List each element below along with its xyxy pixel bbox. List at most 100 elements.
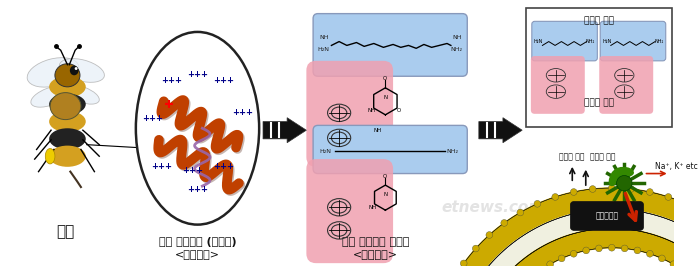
Text: H₂N: H₂N [318,47,330,52]
Ellipse shape [49,76,85,98]
Text: 친수성 부분: 친수성 부분 [584,16,615,25]
Ellipse shape [55,64,80,87]
Circle shape [608,185,615,191]
Text: 소수성 부분: 소수성 부분 [584,99,615,108]
Text: H₂N: H₂N [602,39,612,44]
FancyBboxPatch shape [313,14,468,76]
FancyBboxPatch shape [599,56,653,114]
Polygon shape [456,209,700,271]
FancyBboxPatch shape [313,125,468,173]
Text: +++: +++ [141,114,162,123]
Ellipse shape [60,59,104,82]
FancyBboxPatch shape [531,56,584,114]
Text: N: N [384,95,387,100]
Text: NH₂: NH₂ [586,39,595,44]
Circle shape [559,255,565,262]
Text: O: O [383,174,388,179]
Ellipse shape [136,32,259,225]
Circle shape [646,189,653,195]
Circle shape [534,201,540,207]
Text: NH: NH [369,205,377,210]
Ellipse shape [49,111,85,132]
Text: etnews.com: etnews.com [442,200,545,215]
Circle shape [647,250,653,257]
Text: 세포막 투과: 세포막 투과 [559,152,584,161]
Circle shape [682,201,690,207]
Ellipse shape [70,66,78,75]
Circle shape [596,245,602,252]
FancyBboxPatch shape [532,21,597,61]
Circle shape [570,189,577,195]
Text: 세포막 파괴: 세포막 파괴 [590,152,616,161]
Circle shape [473,245,480,252]
Circle shape [622,245,628,252]
Text: +++: +++ [182,166,203,175]
Text: NH: NH [368,108,376,114]
FancyBboxPatch shape [526,8,673,127]
Ellipse shape [619,167,634,176]
Text: +++: +++ [213,162,234,171]
Ellipse shape [49,146,85,167]
Text: O: O [383,76,388,81]
Circle shape [552,193,559,200]
Text: H₂N: H₂N [534,39,543,44]
Circle shape [461,260,467,267]
Circle shape [547,261,554,268]
Circle shape [500,220,508,226]
FancyBboxPatch shape [307,159,393,263]
Ellipse shape [31,86,69,107]
Circle shape [665,193,672,200]
Ellipse shape [49,93,85,115]
Text: Na⁺, K⁺ etc: Na⁺, K⁺ etc [655,162,698,171]
Text: <양친매성>: <양친매성> [354,250,398,260]
Circle shape [670,261,677,268]
Ellipse shape [75,67,78,70]
Text: H₂N: H₂N [320,149,332,154]
Ellipse shape [27,58,79,87]
Circle shape [517,209,524,216]
Text: NH: NH [452,35,461,40]
Text: +++: +++ [213,76,234,85]
Text: 꿀벌: 꿀벌 [57,224,75,239]
Polygon shape [474,228,700,271]
FancyBboxPatch shape [570,202,643,230]
Circle shape [659,255,665,262]
Circle shape [486,232,493,238]
Text: NH: NH [374,128,382,133]
Ellipse shape [610,167,626,179]
Text: 다재내성균: 다재내성균 [596,211,619,220]
FancyArrow shape [263,118,307,143]
Ellipse shape [50,93,81,120]
Text: NH₂: NH₂ [451,47,463,52]
Text: N: N [384,192,387,197]
Text: +++: +++ [161,76,182,85]
Text: NH₂: NH₂ [447,149,459,154]
Text: <양친매성>: <양친매성> [175,250,220,260]
Text: 항균 펩타이드 (멜리틴): 항균 펩타이드 (멜리틴) [159,237,237,247]
Text: +++: +++ [151,162,172,171]
Text: +: + [164,99,173,109]
FancyBboxPatch shape [600,21,666,61]
Polygon shape [435,188,700,271]
Circle shape [589,186,596,192]
Text: +++: +++ [187,70,208,79]
Ellipse shape [609,172,618,186]
Circle shape [634,247,640,254]
Circle shape [617,176,632,191]
Ellipse shape [46,149,55,164]
Text: NH: NH [319,35,328,40]
Circle shape [608,244,615,251]
FancyBboxPatch shape [307,61,393,167]
Ellipse shape [49,128,85,150]
Text: +++: +++ [232,108,253,117]
Circle shape [681,268,687,271]
Circle shape [583,247,589,254]
Circle shape [570,250,577,257]
Circle shape [536,268,542,271]
FancyArrow shape [479,118,522,143]
Text: NH₂: NH₂ [654,39,664,44]
Circle shape [627,186,634,192]
Text: O: O [397,108,401,114]
Text: +++: +++ [187,185,208,194]
Ellipse shape [64,85,99,104]
